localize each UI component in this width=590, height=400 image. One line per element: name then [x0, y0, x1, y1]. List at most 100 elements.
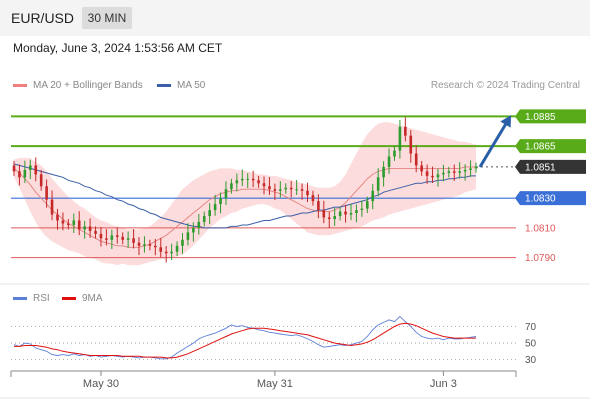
candle	[110, 235, 114, 240]
candle	[159, 247, 163, 252]
candle	[257, 180, 260, 184]
rsi-line	[13, 315, 477, 360]
candle	[94, 230, 97, 234]
level-label: 1.0885	[525, 112, 556, 123]
candle	[143, 244, 146, 246]
legend-rsi: RSI	[13, 293, 50, 304]
candle	[420, 165, 423, 172]
ma9-swatch	[62, 297, 76, 300]
candle	[382, 166, 385, 178]
candle	[268, 186, 271, 190]
legend-ma9-label: 9MA	[82, 293, 103, 304]
candle	[404, 126, 407, 136]
candle	[246, 178, 250, 180]
forecast-arrow	[478, 119, 510, 168]
candle	[436, 174, 440, 178]
candle	[349, 213, 353, 215]
candle	[442, 172, 445, 175]
candle	[170, 251, 173, 254]
bollinger-band	[14, 122, 476, 266]
rsi-tick-label: 30	[525, 355, 537, 366]
candle	[115, 235, 119, 237]
legend-rsi-label: RSI	[33, 293, 50, 304]
legend-ma50-label: MA 50	[177, 80, 206, 91]
candle	[202, 216, 206, 222]
candle	[393, 150, 396, 157]
level-label-box	[515, 191, 586, 206]
level-label: 1.0830	[525, 194, 556, 205]
candle	[235, 180, 239, 184]
candle	[333, 216, 336, 219]
candle	[317, 201, 320, 211]
candle	[431, 175, 434, 178]
candle	[224, 189, 228, 199]
candle	[284, 187, 288, 190]
candle	[154, 245, 157, 248]
candle	[186, 232, 190, 240]
level-label: 1.0810	[525, 223, 556, 234]
candle	[88, 226, 92, 231]
candle	[458, 171, 461, 173]
candle	[23, 169, 27, 178]
x-tick-label: May 30	[83, 378, 119, 390]
candle	[322, 210, 326, 218]
candle	[398, 126, 402, 151]
candle	[251, 178, 255, 181]
candle	[219, 198, 222, 205]
candle	[344, 211, 347, 215]
candle	[279, 189, 282, 191]
ma20-line	[13, 166, 476, 248]
ma50-swatch	[157, 84, 171, 87]
candle	[164, 251, 168, 254]
candle	[83, 226, 86, 230]
candle	[137, 242, 141, 246]
candle	[208, 210, 211, 217]
candle	[371, 190, 375, 202]
chart-datetime: Monday, June 3, 2024 1:53:56 AM CET	[13, 41, 223, 55]
rsi-tick-label: 50	[525, 339, 537, 350]
level-label-box	[515, 109, 586, 124]
rsi-tick-label: 70	[525, 322, 537, 333]
candle	[425, 171, 429, 176]
candle	[99, 233, 103, 239]
candle	[240, 178, 244, 181]
candle	[452, 171, 456, 173]
level-label-box	[515, 159, 586, 174]
candle	[148, 244, 152, 246]
candle	[18, 171, 21, 178]
candle	[45, 186, 48, 200]
ma20-swatch	[13, 84, 27, 87]
x-tick-label: Jun 3	[430, 378, 457, 390]
candle	[360, 208, 364, 211]
level-label: 1.0865	[525, 142, 556, 153]
x-tick-label: May 31	[257, 378, 293, 390]
candle	[414, 153, 418, 166]
candle	[105, 238, 108, 240]
candle	[295, 189, 298, 191]
candle	[338, 211, 342, 217]
candle	[175, 245, 179, 252]
candle	[56, 214, 59, 221]
ma50-line	[13, 163, 476, 229]
candle	[197, 221, 201, 228]
candle	[126, 238, 130, 240]
level-label: 1.0790	[525, 253, 556, 264]
candle	[376, 177, 380, 191]
timeframe-button[interactable]: 30 MIN	[82, 7, 132, 29]
currency-pair: EUR/USD	[11, 10, 75, 26]
candle	[192, 227, 195, 233]
candle	[447, 171, 451, 173]
header-bar: EUR/USD 30 MIN	[0, 0, 590, 36]
candle	[213, 204, 217, 211]
level-label-box	[515, 139, 586, 154]
candle	[300, 189, 304, 191]
candle	[181, 239, 184, 246]
candle	[306, 190, 309, 196]
candle	[29, 165, 32, 170]
candle	[121, 236, 125, 240]
rsi-ma9-line	[14, 322, 476, 359]
candle	[463, 169, 467, 172]
legend-ma20-label: MA 20 + Bollinger Bands	[33, 80, 143, 91]
level-label: 1.0851	[525, 162, 556, 173]
